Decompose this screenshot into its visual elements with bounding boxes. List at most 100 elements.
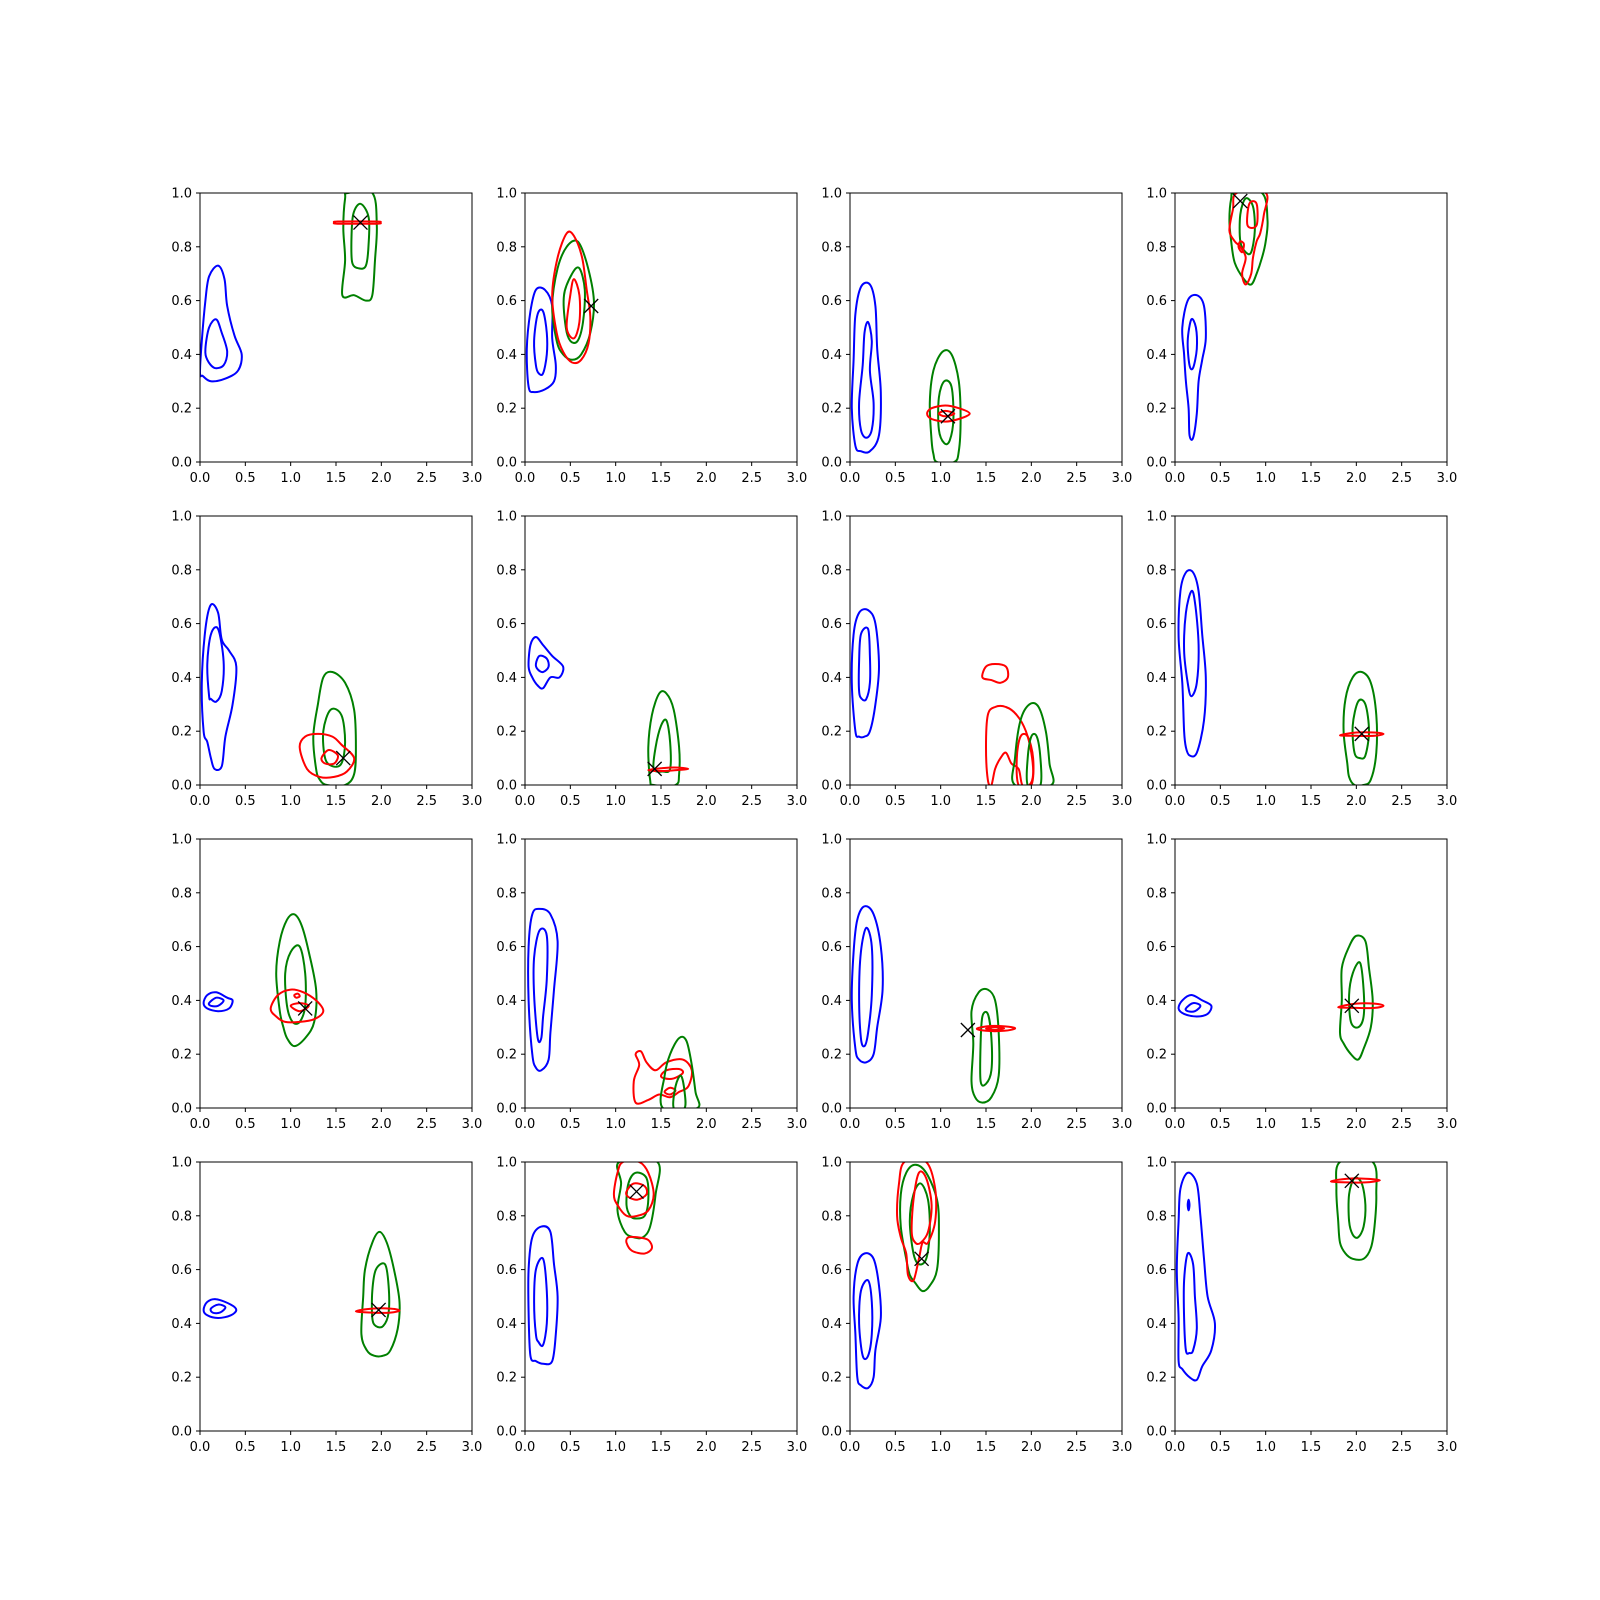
contour-green (1011, 702, 1055, 785)
x-tick-label: 3.0 (787, 794, 808, 809)
contour-blue (1181, 293, 1207, 441)
axes-frame (849, 1161, 1123, 1432)
x-tick-label: 1.5 (651, 794, 672, 809)
y-tick-label: 0.4 (171, 1317, 192, 1332)
y-tick-label: 0.2 (1146, 402, 1167, 417)
x-tick-label: 1.5 (1301, 794, 1322, 809)
axes-frame (1174, 515, 1448, 786)
x-tick-label: 0.5 (1210, 1117, 1231, 1132)
x-tick-label: 0.5 (1210, 794, 1231, 809)
contour-blue (1177, 994, 1213, 1018)
y-tick-label: 1.0 (496, 833, 517, 848)
x-tick-label: 1.5 (976, 794, 997, 809)
contour-red (985, 1026, 1006, 1031)
y-tick-label: 0.8 (821, 563, 842, 578)
contour-green (562, 266, 586, 344)
y-tick-label: 0.2 (821, 1048, 842, 1063)
y-tick-label: 0.8 (171, 563, 192, 578)
x-tick-label: 3.0 (1437, 471, 1458, 486)
y-tick-label: 0.6 (171, 294, 192, 309)
x-tick-label: 0.0 (1165, 471, 1186, 486)
contour-green (979, 1010, 993, 1087)
y-tick-label: 0.2 (171, 725, 192, 740)
contour-red (565, 278, 582, 340)
x-tick-label: 2.0 (696, 794, 717, 809)
contour-layer (850, 608, 1055, 785)
x-tick-label: 2.5 (741, 794, 762, 809)
x-tick-label: 0.0 (190, 1117, 211, 1132)
x-tick-label: 0.0 (515, 1117, 536, 1132)
contour-blue (1175, 1171, 1217, 1382)
x-tick-label: 0.5 (235, 1440, 256, 1455)
contour-red (1329, 1177, 1381, 1184)
y-tick-label: 0.8 (1146, 240, 1167, 255)
contour-layer (525, 230, 596, 394)
x-tick-label: 0.5 (235, 794, 256, 809)
y-tick-label: 0.0 (496, 456, 517, 471)
x-tick-label: 1.5 (976, 1117, 997, 1132)
x-tick-label: 2.0 (1021, 1440, 1042, 1455)
y-tick-label: 0.0 (1146, 779, 1167, 794)
contour-red (1339, 731, 1385, 737)
contour-blue (534, 654, 550, 674)
x-marker (335, 750, 351, 766)
y-tick-label: 0.2 (821, 725, 842, 740)
y-tick-label: 0.6 (496, 294, 517, 309)
x-tick-label: 1.0 (280, 794, 301, 809)
y-tick-label: 0.6 (171, 617, 192, 632)
contour-blue (204, 318, 229, 370)
x-tick-label: 2.5 (741, 1440, 762, 1455)
x-tick-label: 1.0 (1255, 471, 1276, 486)
contour-blue (858, 320, 875, 439)
subplot-4: 0.0 0.5 1.0 1.5 2.0 2.5 3.0 0.0 0.2 0.4 0.6 0.8 1.0 (1146, 187, 1457, 487)
y-tick-label: 0.6 (821, 294, 842, 309)
contour-green (899, 1163, 940, 1293)
contour-layer (850, 905, 1017, 1104)
x-tick-label: 1.5 (326, 471, 347, 486)
contour-red (289, 1002, 310, 1013)
contour-green (284, 944, 307, 1025)
contour-blue (1177, 569, 1207, 758)
x-tick-label: 3.0 (787, 471, 808, 486)
y-tick-label: 0.6 (1146, 940, 1167, 955)
contour-red (647, 766, 690, 772)
y-tick-label: 0.4 (821, 1317, 842, 1332)
y-tick-label: 0.6 (1146, 294, 1167, 309)
contour-green (312, 670, 357, 785)
x-tick-label: 2.5 (1066, 1440, 1087, 1455)
y-tick-label: 0.2 (821, 1371, 842, 1386)
x-tick-label: 3.0 (462, 1117, 483, 1132)
x-marker (629, 1184, 644, 1200)
x-tick-label: 0.0 (190, 1440, 211, 1455)
x-marker (1344, 1173, 1360, 1189)
contour-red (981, 663, 1010, 684)
contour-green (1338, 934, 1374, 1061)
contour-layer (527, 1162, 661, 1366)
axes-frame (199, 192, 473, 463)
contour-blue (850, 281, 882, 454)
contour-blue (850, 905, 884, 1064)
x-tick-label: 2.0 (1021, 794, 1042, 809)
x-tick-label: 2.0 (371, 794, 392, 809)
x-tick-label: 1.0 (1255, 1117, 1276, 1132)
x-tick-label: 3.0 (1112, 794, 1133, 809)
contour-green (360, 1230, 401, 1358)
y-tick-label: 0.4 (821, 348, 842, 363)
contour-red (1237, 240, 1245, 254)
contour-green (970, 987, 1001, 1104)
contour-red (269, 988, 325, 1024)
x-marker (353, 215, 368, 231)
y-tick-label: 0.4 (171, 348, 192, 363)
y-tick-label: 0.2 (1146, 1048, 1167, 1063)
y-tick-label: 0.2 (171, 402, 192, 417)
y-tick-label: 0.8 (171, 886, 192, 901)
y-tick-label: 1.0 (1146, 187, 1167, 202)
x-tick-label: 2.5 (416, 794, 437, 809)
subplot-6: 0.0 0.5 1.0 1.5 2.0 2.5 3.0 0.0 0.2 0.4 0.6 0.8 1.0 (496, 510, 807, 810)
contour-green (1351, 698, 1370, 760)
contour-blue (850, 608, 880, 739)
axes-frame (199, 1161, 473, 1432)
x-marker (647, 761, 663, 777)
axes-frame (849, 838, 1123, 1109)
